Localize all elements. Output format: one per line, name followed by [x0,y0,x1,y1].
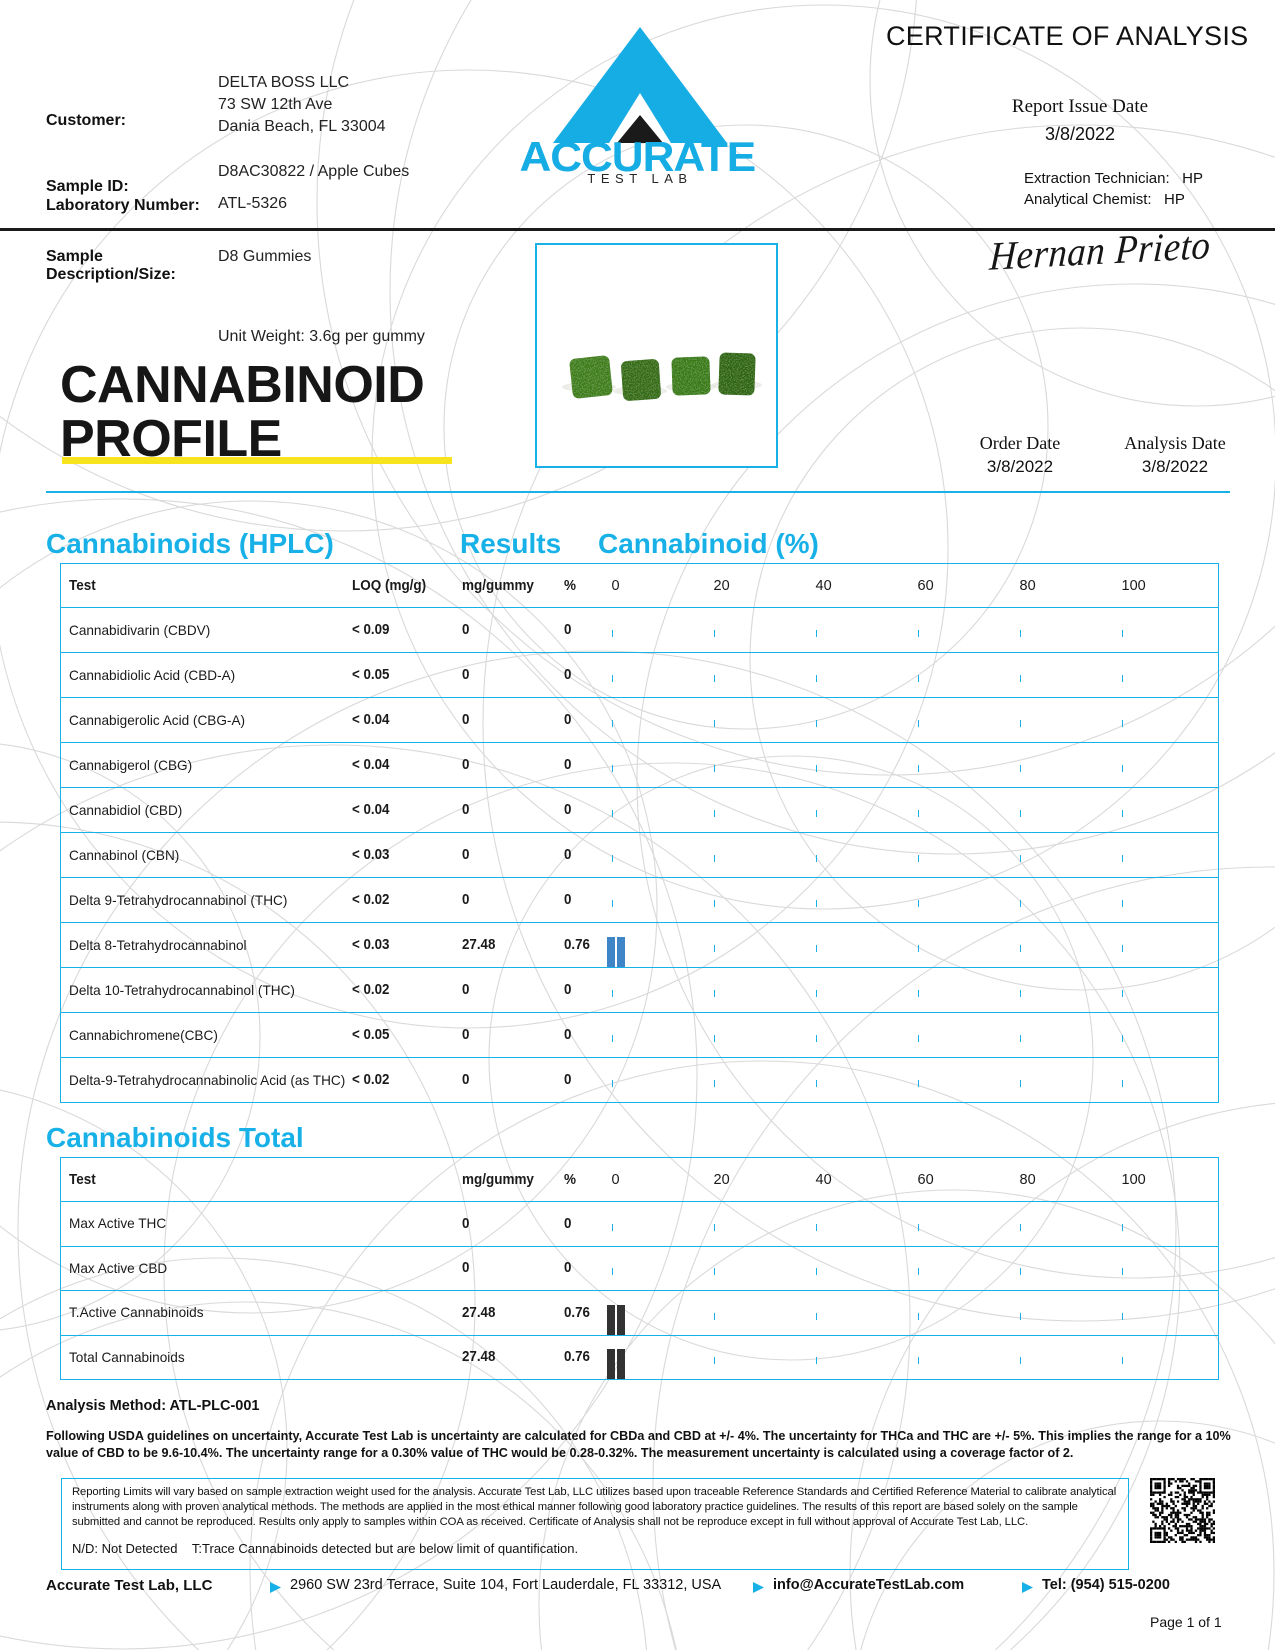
svg-text:TEST LAB: TEST LAB [587,171,692,185]
